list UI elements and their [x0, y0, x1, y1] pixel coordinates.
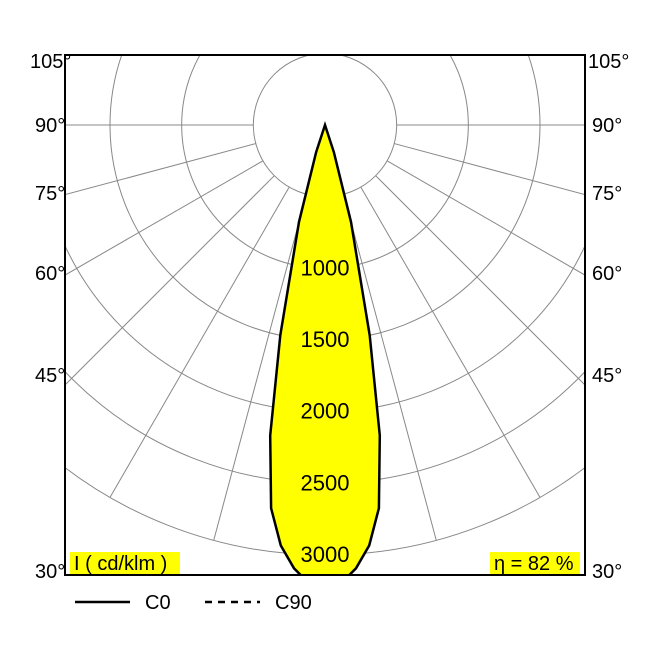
distribution-curve-c0: [270, 125, 380, 591]
intensity-label: 2000: [301, 399, 350, 424]
curve-group: [270, 125, 380, 591]
angle-label-right: 75°: [592, 183, 622, 205]
legend-label-c90: C90: [275, 592, 312, 614]
intensity-label: 2500: [301, 470, 350, 495]
angle-label-right: 30°: [592, 561, 622, 583]
efficiency-label: η = 82 %: [494, 553, 574, 575]
unit-label: I ( cd/klm ): [74, 553, 167, 575]
angle-label-left: 30°: [35, 561, 65, 583]
angle-label-right: 45°: [592, 365, 622, 387]
intensity-label: 1000: [301, 255, 350, 280]
legend-label-c0: C0: [145, 592, 171, 614]
polar-chart-container: 105°90°75°60°45°30°105°90°75°60°45°30°10…: [0, 0, 650, 650]
angle-label-right: 60°: [592, 263, 622, 285]
legend-group: C0 C90: [75, 592, 312, 614]
intensity-label: 3000: [301, 542, 350, 567]
angle-label-left: 60°: [35, 263, 65, 285]
angle-label-left: 90°: [35, 115, 65, 137]
intensity-label: 1500: [301, 327, 350, 352]
angle-label-right: 105°: [588, 51, 629, 73]
angle-label-left: 75°: [35, 183, 65, 205]
angle-label-left: 45°: [35, 365, 65, 387]
polar-chart-svg: 105°90°75°60°45°30°105°90°75°60°45°30°10…: [0, 0, 650, 650]
angle-label-right: 90°: [592, 115, 622, 137]
